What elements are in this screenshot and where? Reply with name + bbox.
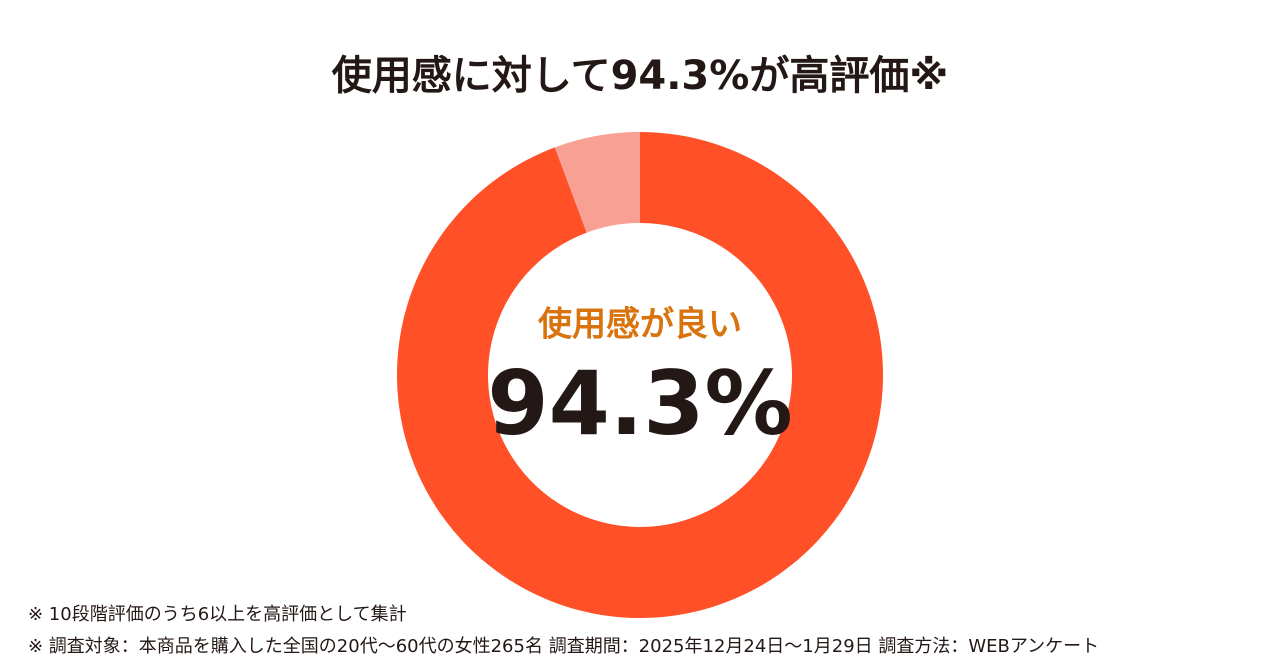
donut-segment: [397, 132, 883, 618]
note: ※ 10段階評価のうち6以上を高評価として集計: [28, 604, 407, 625]
center-value: 94.3%: [487, 352, 792, 455]
donut-segment: [554, 132, 640, 233]
note: ※ 調査対象：本商品を購入した全国の20代〜60代の女性265名 調査期間：20…: [28, 636, 1099, 657]
chart-title: 使用感に対して94.3%が高評価※: [332, 53, 948, 99]
center-label: 使用感が良い: [537, 305, 742, 345]
